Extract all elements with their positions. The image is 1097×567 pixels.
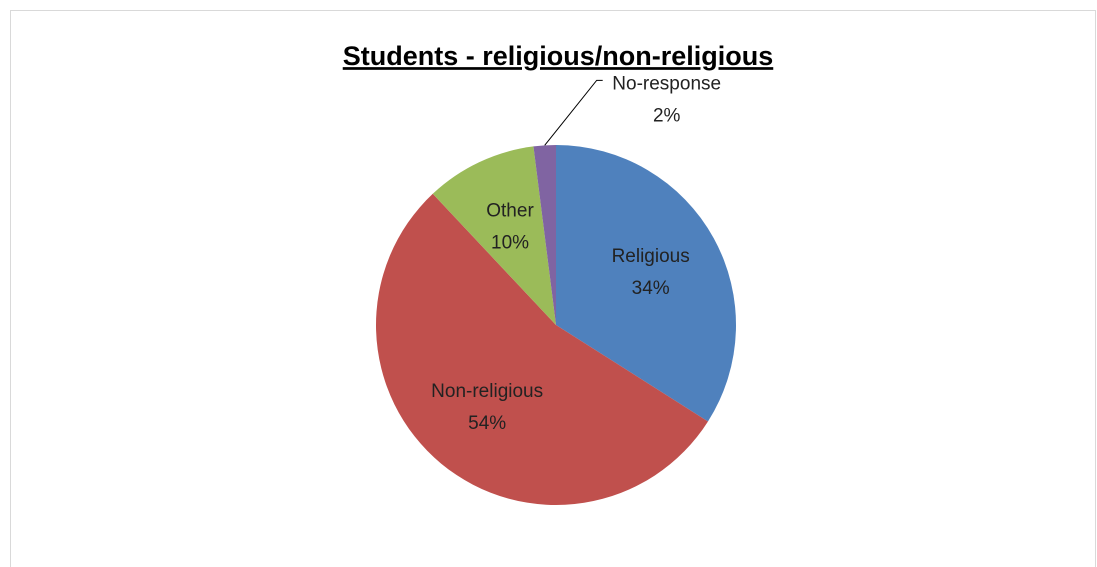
- pie-slice: [375, 193, 708, 506]
- leader-line: [544, 79, 603, 146]
- slice-label: No-response: [612, 73, 721, 94]
- slice-label: Non-religious: [431, 381, 543, 402]
- pie-slice: [533, 145, 556, 325]
- slice-value-label: 54%: [468, 413, 506, 434]
- pie-slice: [432, 146, 556, 325]
- slice-label: Other: [486, 200, 534, 221]
- slice-value-label: 10%: [491, 232, 529, 253]
- slice-value-label: 34%: [632, 278, 670, 299]
- chart-title: Students - religious/non-religious: [343, 41, 774, 71]
- pie-slice: [556, 145, 737, 422]
- slice-value-label: 2%: [653, 105, 681, 126]
- slice-label: Religious: [612, 246, 690, 267]
